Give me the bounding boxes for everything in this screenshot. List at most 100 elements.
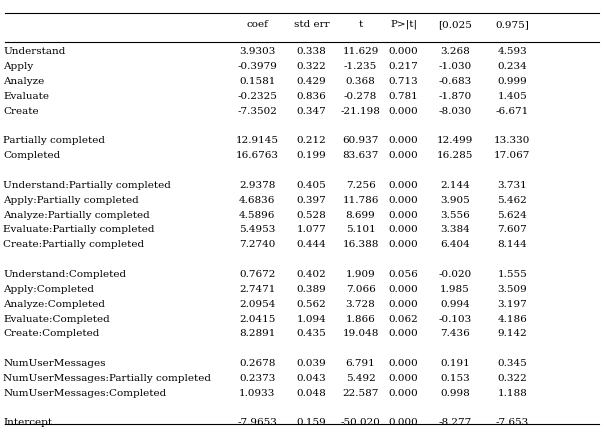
Text: 3.384: 3.384 xyxy=(440,225,470,235)
Text: 7.2740: 7.2740 xyxy=(239,240,275,249)
Text: [0.025: [0.025 xyxy=(438,20,472,29)
Text: Evaluate:Completed: Evaluate:Completed xyxy=(3,314,110,324)
Text: Partially completed: Partially completed xyxy=(3,136,105,146)
Text: 60.937: 60.937 xyxy=(342,136,379,146)
Text: 0.2373: 0.2373 xyxy=(239,374,275,383)
Text: 3.197: 3.197 xyxy=(497,300,528,309)
Text: 0.191: 0.191 xyxy=(440,359,470,368)
Text: 0.1581: 0.1581 xyxy=(239,77,275,86)
Text: 0.048: 0.048 xyxy=(296,389,327,398)
Text: 0.153: 0.153 xyxy=(440,374,470,383)
Text: 5.492: 5.492 xyxy=(345,374,376,383)
Text: Create:Partially completed: Create:Partially completed xyxy=(3,240,144,249)
Text: -8.030: -8.030 xyxy=(439,107,471,116)
Text: 7.607: 7.607 xyxy=(497,225,528,235)
Text: 0.056: 0.056 xyxy=(388,270,419,279)
Text: Understand:Partially completed: Understand:Partially completed xyxy=(3,181,171,190)
Text: 2.9378: 2.9378 xyxy=(239,181,275,190)
Text: 0.562: 0.562 xyxy=(296,300,327,309)
Text: 3.268: 3.268 xyxy=(440,48,470,56)
Text: Analyze:Completed: Analyze:Completed xyxy=(3,300,105,309)
Text: -8.277: -8.277 xyxy=(439,419,471,427)
Text: 2.144: 2.144 xyxy=(440,181,470,190)
Text: 0.000: 0.000 xyxy=(388,151,419,160)
Text: 5.624: 5.624 xyxy=(497,211,528,220)
Text: Understand:Completed: Understand:Completed xyxy=(3,270,126,279)
Text: 11.629: 11.629 xyxy=(342,48,379,56)
Text: -0.278: -0.278 xyxy=(344,92,377,101)
Text: 0.781: 0.781 xyxy=(388,92,419,101)
Text: 0.389: 0.389 xyxy=(296,285,327,294)
Text: 0.000: 0.000 xyxy=(388,300,419,309)
Text: 3.509: 3.509 xyxy=(497,285,528,294)
Text: 0.000: 0.000 xyxy=(388,359,419,368)
Text: P>|t|: P>|t| xyxy=(390,20,417,29)
Text: Apply:Completed: Apply:Completed xyxy=(3,285,94,294)
Text: 4.186: 4.186 xyxy=(497,314,528,324)
Text: 1.094: 1.094 xyxy=(296,314,327,324)
Text: 4.593: 4.593 xyxy=(497,48,528,56)
Text: 3.731: 3.731 xyxy=(497,181,528,190)
Text: -6.671: -6.671 xyxy=(496,107,529,116)
Text: 12.9145: 12.9145 xyxy=(235,136,279,146)
Text: 17.067: 17.067 xyxy=(494,151,531,160)
Text: 0.000: 0.000 xyxy=(388,329,419,338)
Text: 3.728: 3.728 xyxy=(345,300,376,309)
Text: -0.2325: -0.2325 xyxy=(237,92,277,101)
Text: 7.256: 7.256 xyxy=(345,181,376,190)
Text: -7.653: -7.653 xyxy=(496,419,529,427)
Text: Analyze: Analyze xyxy=(3,77,44,86)
Text: 0.528: 0.528 xyxy=(296,211,327,220)
Text: 0.338: 0.338 xyxy=(296,48,327,56)
Text: 8.2891: 8.2891 xyxy=(239,329,275,338)
Text: 0.2678: 0.2678 xyxy=(239,359,275,368)
Text: 16.388: 16.388 xyxy=(342,240,379,249)
Text: 0.975]: 0.975] xyxy=(495,20,529,29)
Text: Evaluate: Evaluate xyxy=(3,92,49,101)
Text: 0.402: 0.402 xyxy=(296,270,327,279)
Text: -1.030: -1.030 xyxy=(439,62,471,71)
Text: 0.345: 0.345 xyxy=(497,359,528,368)
Text: t: t xyxy=(358,20,363,29)
Text: 0.000: 0.000 xyxy=(388,107,419,116)
Text: 13.330: 13.330 xyxy=(494,136,531,146)
Text: 0.429: 0.429 xyxy=(296,77,327,86)
Text: 2.0415: 2.0415 xyxy=(239,314,275,324)
Text: 3.905: 3.905 xyxy=(440,196,470,205)
Text: 0.234: 0.234 xyxy=(497,62,528,71)
Text: Create:Completed: Create:Completed xyxy=(3,329,99,338)
Text: 2.7471: 2.7471 xyxy=(239,285,275,294)
Text: 16.285: 16.285 xyxy=(437,151,473,160)
Text: -0.103: -0.103 xyxy=(439,314,471,324)
Text: 0.836: 0.836 xyxy=(296,92,327,101)
Text: Create: Create xyxy=(3,107,39,116)
Text: 0.062: 0.062 xyxy=(388,314,419,324)
Text: Analyze:Partially completed: Analyze:Partially completed xyxy=(3,211,150,220)
Text: 0.043: 0.043 xyxy=(296,374,327,383)
Text: 0.000: 0.000 xyxy=(388,225,419,235)
Text: 0.000: 0.000 xyxy=(388,196,419,205)
Text: 1.555: 1.555 xyxy=(497,270,528,279)
Text: 0.000: 0.000 xyxy=(388,389,419,398)
Text: 0.999: 0.999 xyxy=(497,77,528,86)
Text: 1.909: 1.909 xyxy=(345,270,376,279)
Text: 5.462: 5.462 xyxy=(497,196,528,205)
Text: 0.405: 0.405 xyxy=(296,181,327,190)
Text: 6.791: 6.791 xyxy=(345,359,376,368)
Text: 1.405: 1.405 xyxy=(497,92,528,101)
Text: 4.5896: 4.5896 xyxy=(239,211,275,220)
Text: Apply: Apply xyxy=(3,62,33,71)
Text: -0.683: -0.683 xyxy=(439,77,471,86)
Text: -1.870: -1.870 xyxy=(439,92,471,101)
Text: Understand: Understand xyxy=(3,48,65,56)
Text: 19.048: 19.048 xyxy=(342,329,379,338)
Text: 0.444: 0.444 xyxy=(296,240,327,249)
Text: 0.000: 0.000 xyxy=(388,374,419,383)
Text: 0.000: 0.000 xyxy=(388,136,419,146)
Text: NumUserMessages:Completed: NumUserMessages:Completed xyxy=(3,389,166,398)
Text: 0.217: 0.217 xyxy=(388,62,419,71)
Text: 0.322: 0.322 xyxy=(497,374,528,383)
Text: 0.000: 0.000 xyxy=(388,285,419,294)
Text: 83.637: 83.637 xyxy=(342,151,379,160)
Text: 6.404: 6.404 xyxy=(440,240,470,249)
